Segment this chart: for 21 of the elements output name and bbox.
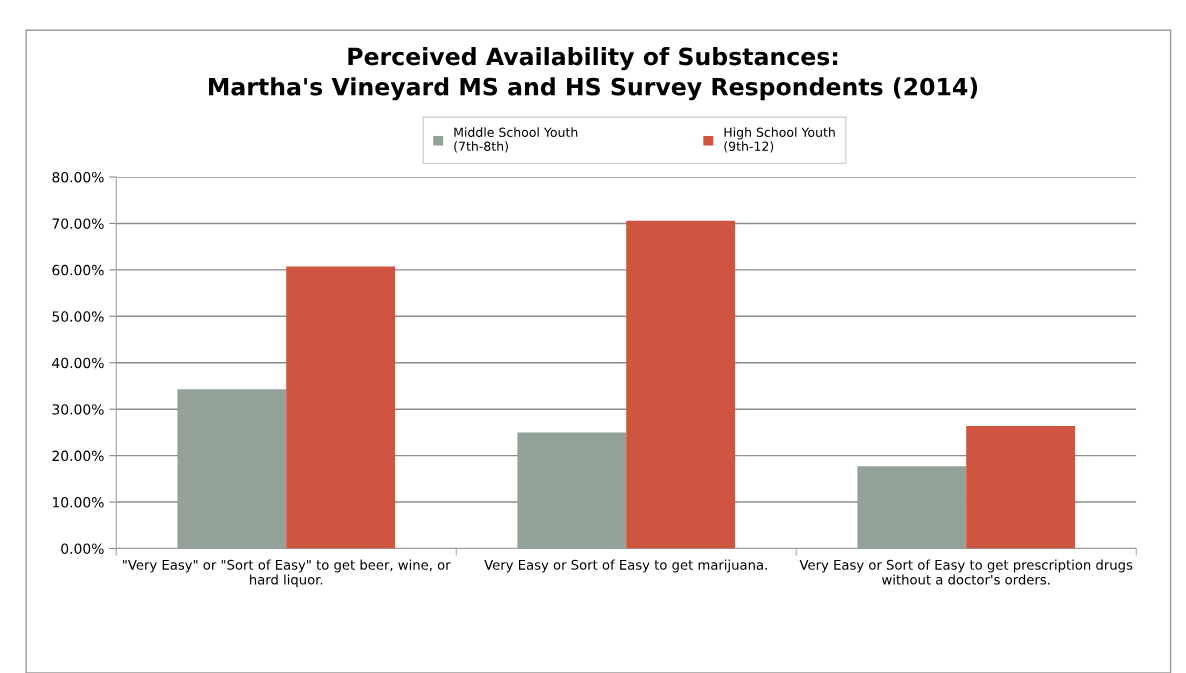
bar	[286, 266, 396, 549]
y-tick-label: 30.00%	[52, 404, 104, 415]
x-tick-label: Very Easy or Sort of Easy to get prescription drugs without a doctor's orders.	[799, 559, 1133, 585]
bar	[517, 432, 627, 549]
bar	[857, 466, 967, 549]
y-tick-label: 0.00%	[61, 543, 104, 554]
x-tick-label: "Very Easy" or "Sort of Easy" to get beer, wine, or hard liquor.	[123, 559, 451, 588]
y-tick-label: 60.00%	[52, 264, 104, 276]
y-tick-label: 50.00%	[52, 311, 104, 322]
y-tick-label: 80.00%	[52, 171, 104, 183]
y-tick-label: 40.00%	[52, 357, 104, 369]
y-tick-label: 10.00%	[52, 497, 104, 508]
bar	[177, 389, 287, 549]
x-tick-label: Very Easy or Sort of Easy to get marijuana.	[484, 559, 767, 573]
y-tick-label: 70.00%	[52, 218, 104, 229]
legend-label: High School Youth (9th-12)	[724, 127, 835, 153]
legend-label: Middle School Youth (7th-8th)	[454, 127, 578, 153]
bar	[626, 220, 735, 549]
chart-title: Perceived Availability of Substances: Martha's Vineyard MS and HS Survey Respondents (2014)	[209, 47, 978, 101]
y-tick-label: 20.00%	[52, 450, 104, 462]
bar	[966, 425, 1075, 549]
